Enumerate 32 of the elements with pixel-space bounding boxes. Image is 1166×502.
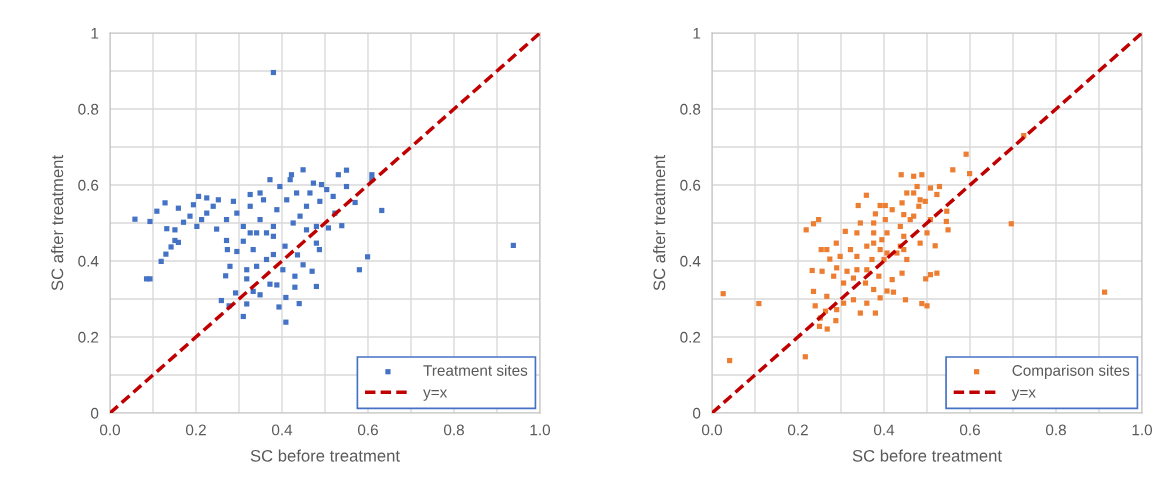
x-tick-label: 0.0 [701,424,723,436]
x-tick-label: 0.2 [185,424,206,436]
x-tick-label: 1.0 [1132,424,1153,436]
x-axis-title: SC before treatment [852,449,1002,462]
x-axis-title: SC before treatment [250,449,400,462]
y-tick-label: 0.2 [78,331,99,343]
x-tick-label: 0.8 [1045,424,1066,436]
y-tick-label: 0.2 [680,331,701,343]
y-tick-label: 0.4 [680,255,701,267]
y-axis-title: SC after treatment [653,155,666,291]
legend-label: y=x [423,389,448,401]
y-tick-label: 0.8 [78,103,99,115]
x-tick-label: 0.8 [443,424,464,436]
y-axis-title: SC after treatment [51,155,64,291]
y-tick-label: 0.6 [78,179,99,191]
y-tick-label: 1 [91,28,99,39]
y-tick-label: 0.4 [78,255,99,267]
x-tick-label: 0.4 [271,424,293,436]
y-tick-label: 0.6 [680,179,701,191]
y-tick-label: 1 [693,28,701,39]
legend-label: y=x [1011,389,1036,401]
x-tick-label: 0.0 [99,424,121,436]
y-tick-label: 0 [90,407,99,419]
x-tick-label: 0.6 [959,424,980,436]
y-tick-label: 0 [692,407,701,419]
legend-label: Comparison sites [1012,364,1130,379]
legend-label: Treatment sites [423,364,528,376]
x-tick-label: 1.0 [530,424,551,436]
x-tick-label: 0.6 [357,424,378,436]
x-tick-label: 0.2 [787,424,808,436]
x-tick-label: 0.4 [873,424,895,436]
y-tick-label: 0.8 [680,103,701,115]
